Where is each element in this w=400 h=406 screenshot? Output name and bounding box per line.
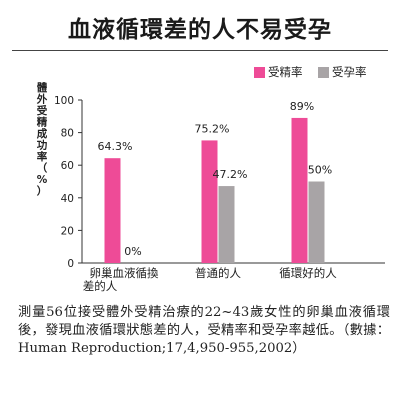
y-tick-label: 80 <box>61 128 74 140</box>
legend-label: 受精率 <box>268 65 303 79</box>
y-tick-label: 60 <box>61 160 74 172</box>
data-label: 64.3% <box>98 140 133 153</box>
data-label: 75.2% <box>195 122 230 135</box>
source-note: 測量56位接受體外受精治療的22~43歲女性的卵巢血液循環後，發現血液循環狀態差… <box>18 305 390 356</box>
bar <box>308 181 325 263</box>
bar <box>218 186 235 263</box>
data-label: 89% <box>290 100 314 113</box>
legend-swatch <box>254 67 265 78</box>
legend-label: 受孕率 <box>332 65 367 79</box>
bar <box>291 117 308 264</box>
data-label: 0% <box>124 245 141 258</box>
bar-chart: 體外受精成功率（%） 0 20 40 60 80 100 受精率 受孕率 64.3% 75.2% 89… <box>36 65 385 293</box>
x-category-label: 循環好的人 <box>279 266 337 280</box>
title-divider <box>12 50 388 51</box>
data-label: 50% <box>308 164 332 177</box>
y-tick-label: 0 <box>67 258 74 270</box>
chart-title: 血液循環差的人不易受孕 <box>68 17 332 43</box>
x-category-label: 普通的人 <box>195 266 241 280</box>
y-axis-title: 體外受精成功率（%） <box>36 81 48 198</box>
y-tick-label: 100 <box>54 95 74 107</box>
bar <box>201 140 218 263</box>
y-tick-label: 40 <box>61 193 74 205</box>
legend-swatch <box>318 67 329 78</box>
bar <box>104 158 121 263</box>
data-label: 47.2% <box>213 168 248 181</box>
x-category-label: 卵巢血液循換差的人 <box>83 266 159 293</box>
y-tick-label: 20 <box>61 225 74 237</box>
